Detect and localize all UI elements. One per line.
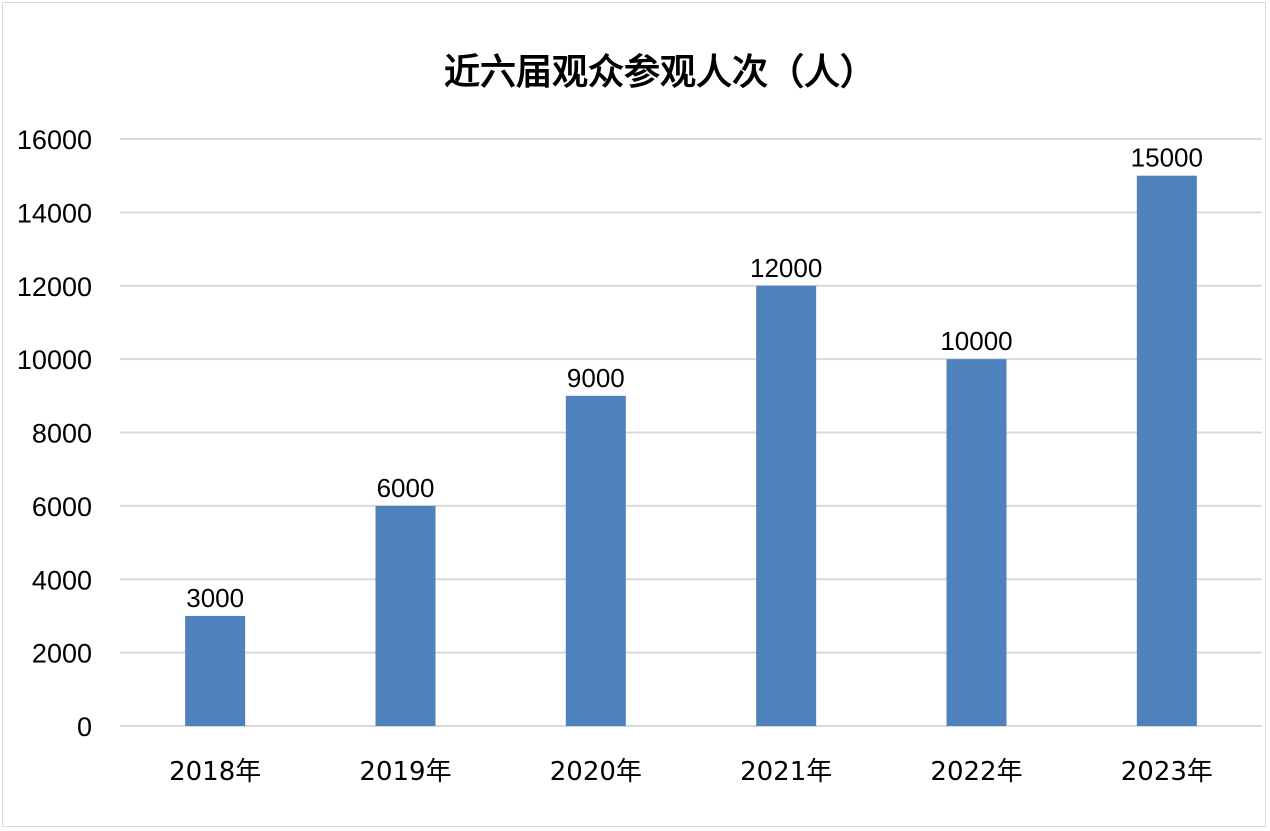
- y-tick-label: 12000: [17, 272, 92, 302]
- gridlines: [120, 138, 1262, 727]
- x-tick-label: 2019年: [359, 757, 451, 787]
- y-tick-label: 0: [77, 712, 92, 742]
- y-tick-label: 6000: [32, 492, 92, 522]
- y-tick-label: 16000: [17, 125, 92, 155]
- x-axis-categories: 2018年 2019年 2020年 2021年 2022年 2023年: [169, 757, 1213, 787]
- x-tick-label: 2018年: [169, 757, 261, 787]
- y-tick-label: 14000: [17, 198, 92, 228]
- bar: [1136, 175, 1197, 726]
- data-label: 15000: [1131, 143, 1203, 173]
- bars: [185, 175, 1197, 726]
- y-axis-ticks: 0 2000 4000 6000 8000 10000 12000 14000 16000: [17, 125, 92, 742]
- bar: [756, 285, 817, 726]
- chart-title: 近六届观众参观人次（人）: [444, 52, 876, 93]
- bar: [185, 615, 246, 726]
- y-tick-label: 4000: [32, 565, 92, 595]
- y-tick-label: 10000: [17, 345, 92, 375]
- x-tick-label: 2023年: [1121, 757, 1213, 787]
- bar: [375, 505, 436, 726]
- x-tick-label: 2020年: [550, 757, 642, 787]
- data-label: 12000: [750, 253, 822, 283]
- data-label: 10000: [940, 326, 1012, 356]
- y-tick-label: 2000: [32, 639, 92, 669]
- x-tick-label: 2021年: [740, 757, 832, 787]
- data-label: 6000: [377, 473, 435, 503]
- bar: [565, 395, 626, 726]
- x-tick-label: 2022年: [930, 757, 1022, 787]
- data-label: 3000: [186, 583, 244, 613]
- y-tick-label: 8000: [32, 419, 92, 449]
- data-label: 9000: [567, 363, 625, 393]
- data-labels: 3000 6000 9000 12000 10000 15000: [186, 143, 1203, 613]
- bar: [946, 359, 1007, 726]
